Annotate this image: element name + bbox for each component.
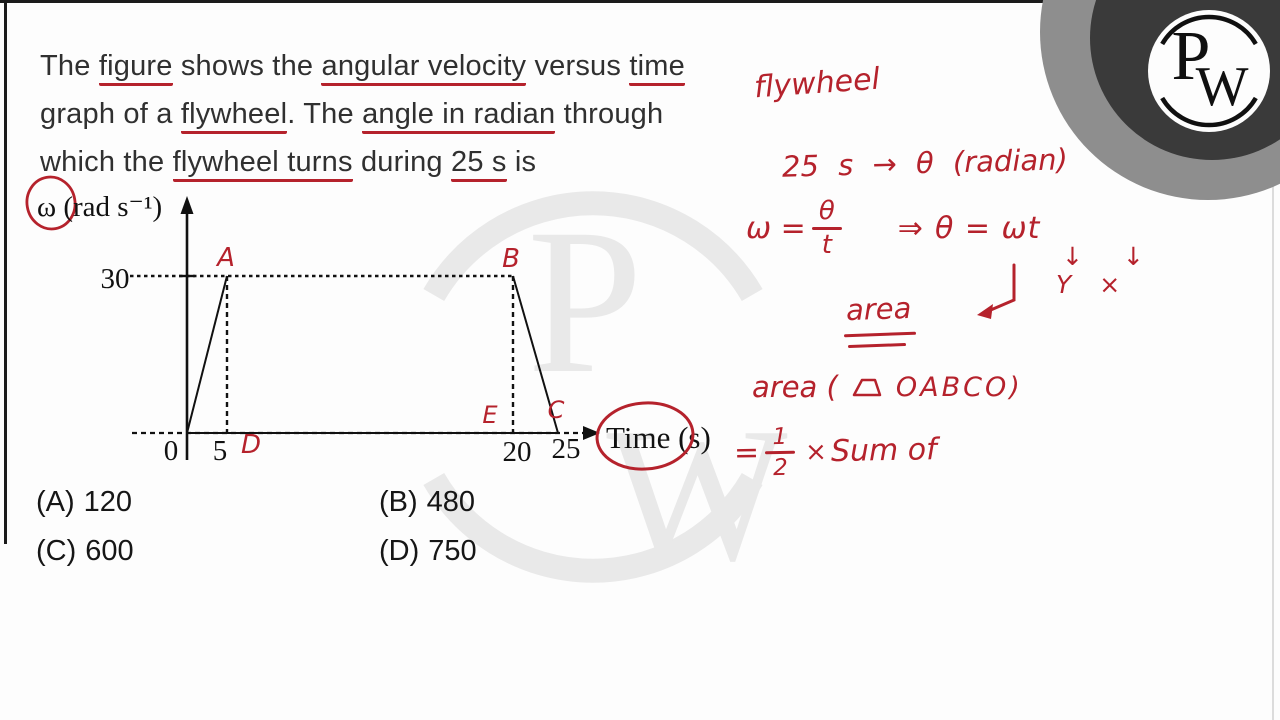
point-label-B: B (502, 244, 520, 274)
watermark-ring-top-arc (423, 191, 763, 302)
question-text: is (506, 146, 537, 178)
logo-ring-top-arc (1160, 14, 1258, 46)
area-double-underline-2 (847, 342, 907, 349)
underlined-term-25s: 25 s (451, 146, 507, 182)
fraction-denominator: t (821, 230, 832, 261)
area-vertices: OABCO) (895, 371, 1023, 403)
annotation-flywheel: flywheel (752, 61, 882, 106)
underlined-term-angular-velocity: angular velocity (321, 50, 527, 86)
underlined-term-figure: figure (98, 50, 173, 86)
annotation-area-trapezoid: area ( OABCO) (752, 370, 1023, 404)
question-line-1: The figure shows the angular velocity ve… (40, 42, 760, 90)
option-a-value: 120 (83, 486, 133, 518)
option-a-label: (A) (36, 486, 75, 518)
theta-equals-omega-t: θ = ωt (934, 211, 1041, 247)
question-text-block: The figure shows the angular velocity ve… (40, 42, 760, 186)
trapezoid-icon (852, 378, 882, 397)
sum-of-text: Sum of (830, 432, 937, 470)
question-text: which the (40, 146, 173, 178)
red-circle-time (595, 401, 695, 471)
y-tick-label-30: 30 (101, 263, 130, 295)
return-arrow-icon (977, 263, 1016, 319)
annotation-known-flags: Y × (1056, 270, 1131, 299)
fraction-bar (811, 227, 842, 231)
times-sign: × (804, 436, 828, 468)
underlined-term-time: time (629, 50, 685, 86)
option-b: (B) 480 (379, 486, 475, 519)
question-text: graph of a (40, 98, 181, 130)
implies-arrow: ⇒ (897, 211, 923, 247)
question-line-3: which the flywheel turns during 25 s is (40, 138, 760, 186)
option-a: (A) 120 (36, 486, 132, 519)
y-axis-arrowhead (180, 196, 194, 214)
underlined-term-flywheel: flywheel (180, 98, 288, 134)
pw-logo: P W (1040, 0, 1280, 200)
fraction-bar (765, 450, 796, 455)
question-line-2: graph of a flywheel. The angle in radian… (40, 90, 760, 138)
area-double-underline-1 (843, 331, 917, 338)
x-tick-label-20: 20 (503, 436, 532, 468)
sum-equals: = (733, 435, 760, 471)
underlined-term-angle-in-radian: angle in radian (362, 98, 556, 134)
logo-ring-bottom-arc (1160, 96, 1258, 128)
option-c: (C) 600 (36, 535, 134, 568)
x-axis-label: Time (s) (606, 420, 711, 455)
question-text: versus (526, 50, 630, 82)
option-b-label: (B) (379, 486, 418, 518)
question-text: through (555, 98, 664, 130)
annotation-omega-equation: ω = θ t ⇒ θ = ωt (746, 196, 1041, 261)
question-text: during (352, 146, 452, 178)
point-label-A: A (215, 243, 235, 273)
one-half-fraction: 1 2 (765, 423, 796, 482)
top-border-line (0, 0, 1280, 3)
underlined-term-flywheel-turns: flywheel turns (172, 146, 353, 182)
option-d: (D) 750 (379, 535, 477, 568)
red-circle-omega (25, 175, 77, 231)
watermark-letter-p: P (527, 186, 643, 416)
annotation-half-sum: = 1 2 × Sum of (734, 422, 938, 481)
curve-fall-BC (512, 275, 559, 434)
logo-white-circle (1148, 10, 1270, 132)
watermark-letter-w: W (606, 388, 787, 601)
point-label-C: C (548, 396, 565, 424)
point-label-D: D (241, 430, 261, 460)
fraction-numerator: 1 (772, 423, 788, 451)
left-border-line (4, 2, 7, 544)
option-c-value: 600 (85, 535, 134, 567)
x-tick-label-0: 0 (164, 435, 179, 467)
area-prefix: area ( (752, 370, 838, 404)
option-b-value: 480 (426, 486, 476, 518)
logo-letter-w: W (1196, 56, 1249, 118)
theta-over-t-fraction: θ t (811, 196, 842, 261)
y-axis-label: ω (rad s⁻¹) (37, 191, 162, 223)
fraction-numerator: θ (818, 196, 835, 226)
option-d-label: (D) (379, 535, 420, 567)
x-tick-label-25: 25 (552, 433, 581, 465)
pw-watermark: P W (423, 186, 788, 601)
annotation-given: 25 s → θ (radian) (781, 142, 1069, 184)
option-c-label: (C) (36, 535, 77, 567)
x-axis-arrowhead (583, 426, 600, 440)
x-tick-label-5: 5 (213, 435, 228, 467)
watermark-ring-bottom-arc (423, 472, 763, 583)
omega-equals: ω = (746, 211, 806, 247)
annotation-area-word: area (845, 290, 912, 328)
right-border-line (1272, 0, 1274, 720)
question-text: shows the (172, 50, 322, 82)
omega-time-graph: ω (rad s⁻¹) 30 0 5 20 25 Time (s) A B C … (25, 175, 711, 471)
question-text: . The (287, 98, 363, 130)
logo-letter-p: P (1172, 18, 1211, 95)
fraction-denominator: 2 (772, 454, 788, 482)
point-label-E: E (482, 401, 498, 429)
annotation-down-arrows: ↓ ↓ (1062, 242, 1160, 271)
option-d-value: 750 (428, 535, 477, 567)
curve-rise-OA (186, 275, 228, 434)
question-text: The (40, 50, 99, 82)
